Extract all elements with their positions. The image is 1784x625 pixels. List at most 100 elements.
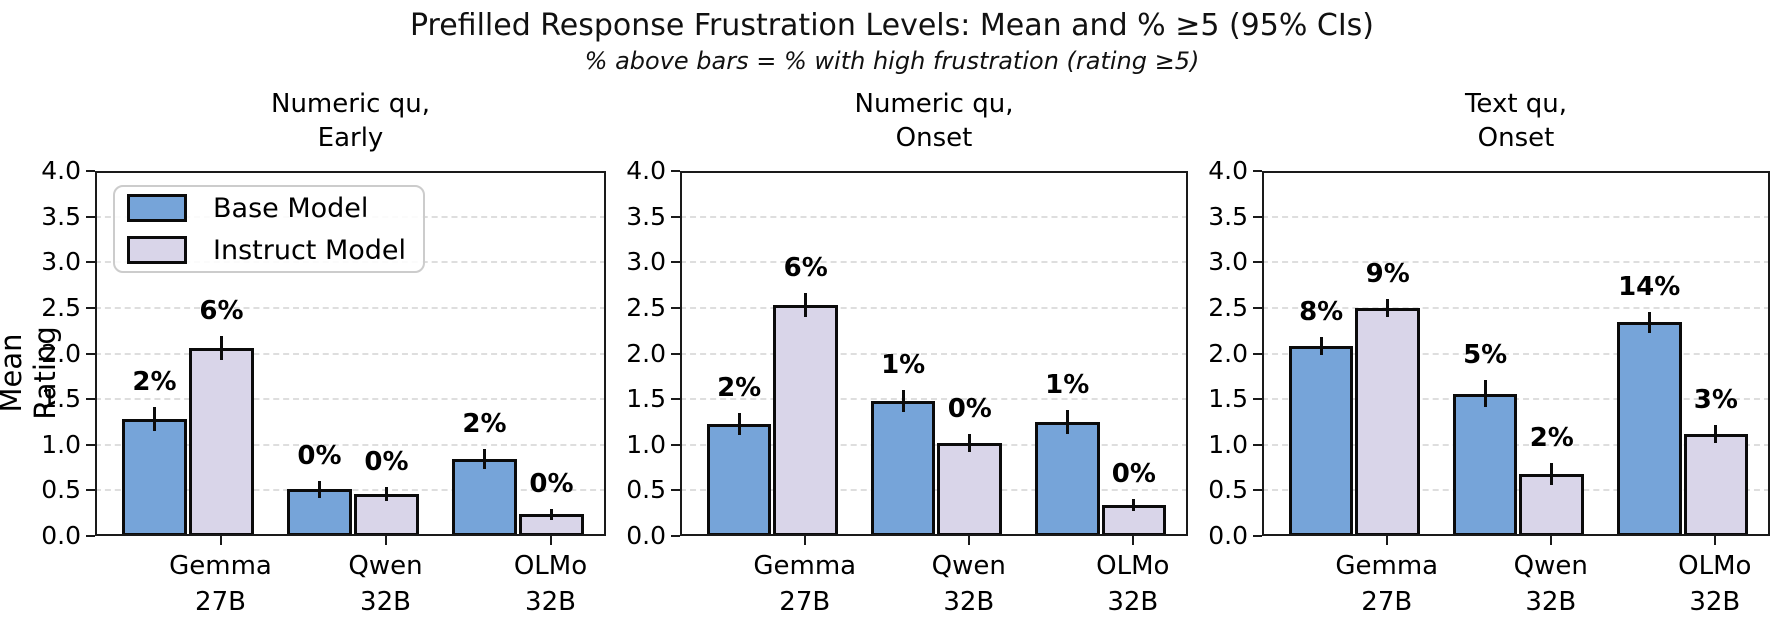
- instruct-color-swatch: [127, 236, 187, 264]
- axes-panel-3: Text qu, Onset 0.0 0.5 1.0 1.5 2.0 2.5 3.0 3.5 4.0…: [1208, 89, 1770, 617]
- y-tick-mark: [1253, 306, 1262, 309]
- y-tick-mark: [1253, 489, 1262, 492]
- y-tick-label: 3.0: [1208, 247, 1248, 277]
- x-tick-label: OLMo 32B: [1615, 548, 1784, 620]
- chart-subtitle: % above bars = % with high frustration (…: [584, 47, 1200, 75]
- error-bar: [1647, 311, 1651, 334]
- error-bar: [1483, 379, 1487, 408]
- x-tick-mark: [549, 536, 552, 545]
- base-bar-qwen: [1452, 393, 1518, 536]
- error-bar: [1386, 298, 1390, 317]
- gridline: [95, 398, 606, 401]
- x-tick-label-line: Qwen: [931, 551, 1006, 581]
- y-tick-label: 4.0: [41, 156, 81, 185]
- x-tick-label: Qwen 32B: [286, 548, 486, 620]
- x-tick-label: Qwen 32B: [1451, 548, 1651, 620]
- gridline: [680, 306, 1188, 309]
- y-tick-label: 2.0: [1208, 338, 1248, 368]
- x-tick-label-line: 32B: [360, 587, 411, 617]
- x-tick-mark: [384, 536, 387, 545]
- y-tick-mark: [1253, 352, 1262, 355]
- x-tick-label: OLMo 32B: [1033, 548, 1233, 620]
- pct-label: 0%: [364, 446, 409, 477]
- pct-label: 3%: [1693, 384, 1738, 415]
- base-bar-qwen: [870, 400, 936, 536]
- y-tick-label: 2.5: [1208, 292, 1248, 322]
- x-tick-label: Gemma 27B: [121, 548, 321, 620]
- panel-title-line: Numeric qu,: [271, 89, 430, 119]
- x-tick-label-line: OLMo: [1096, 551, 1170, 581]
- x-tick-label-line: OLMo: [1678, 551, 1752, 581]
- base-bar-olmo: [452, 459, 517, 536]
- pct-label: 2%: [717, 372, 762, 403]
- y-tick-mark: [86, 170, 95, 172]
- y-tick-label: 3.0: [626, 247, 666, 277]
- y-tick-label: 1.0: [41, 429, 81, 459]
- x-tick-mark: [967, 536, 970, 545]
- chart-title: Prefilled Response Frustration Levels: M…: [409, 8, 1374, 43]
- error-bar: [1065, 410, 1069, 434]
- y-tick-label: 1.5: [626, 384, 666, 414]
- error-bar: [550, 508, 553, 520]
- y-tick-mark: [86, 352, 95, 355]
- y-tick-label: 3.5: [41, 201, 81, 231]
- y-tick-mark: [86, 489, 95, 492]
- panel-title-line: Numeric qu,: [854, 89, 1014, 119]
- error-bar: [1319, 337, 1323, 356]
- panel-title-line: Onset: [1477, 123, 1555, 153]
- base-bar-gemma: [706, 423, 772, 536]
- panel-title: Numeric qu, Early: [95, 87, 606, 155]
- y-tick-mark: [86, 261, 95, 264]
- pct-label: 8%: [1299, 297, 1344, 328]
- y-tick-mark: [671, 261, 680, 264]
- panel-title: Text qu, Onset: [1262, 87, 1770, 155]
- pct-label: 0%: [1111, 458, 1156, 489]
- error-bar: [1132, 498, 1136, 512]
- base-color-swatch: [127, 194, 187, 222]
- error-bar: [483, 449, 486, 470]
- gridline: [95, 352, 606, 355]
- pct-label: 6%: [783, 253, 828, 284]
- y-tick-label: 1.0: [1208, 429, 1248, 459]
- y-tick-label: 3.5: [1208, 201, 1248, 231]
- base-bar-gemma: [122, 419, 187, 536]
- y-tick-mark: [671, 489, 680, 492]
- y-tick-mark: [86, 398, 95, 401]
- x-tick-label-line: 27B: [1361, 587, 1413, 617]
- pct-label: 0%: [297, 441, 342, 472]
- gridline: [1262, 215, 1770, 218]
- x-tick-label: Gemma 27B: [705, 548, 905, 620]
- x-tick-label-line: 32B: [525, 587, 576, 617]
- legend: Base Model Instruct Model: [113, 185, 425, 273]
- y-tick-label: 2.5: [626, 292, 666, 322]
- pct-label: 2%: [462, 409, 507, 440]
- pct-label: 6%: [199, 296, 244, 327]
- y-tick-label: 1.0: [626, 429, 666, 459]
- error-bar: [901, 390, 905, 412]
- x-tick-label-line: 32B: [1525, 587, 1577, 617]
- gridline: [680, 215, 1188, 218]
- legend-label: Instruct Model: [213, 234, 407, 266]
- error-bar: [968, 433, 972, 453]
- y-tick-mark: [671, 215, 680, 218]
- y-tick-mark: [1253, 170, 1262, 172]
- y-tick-label: 0.0: [626, 521, 666, 550]
- y-tick-label: 3.0: [41, 247, 81, 277]
- axes-panel-2: Numeric qu, Onset 0.0 0.5 1.0 1.5 2.0 2.5 3.0 3.5…: [626, 89, 1188, 617]
- y-tick-mark: [671, 306, 680, 309]
- y-tick-label: 0.5: [626, 475, 666, 505]
- y-tick-label: 0.0: [41, 521, 81, 550]
- error-bar: [1714, 424, 1718, 443]
- y-tick-mark: [86, 215, 95, 218]
- gridline: [1262, 352, 1770, 355]
- pct-label: 0%: [947, 393, 992, 424]
- y-tick-mark: [1253, 443, 1262, 446]
- x-tick-label: OLMo 32B: [451, 548, 651, 620]
- y-tick-label: 4.0: [626, 156, 666, 185]
- error-bar: [1550, 463, 1554, 485]
- x-tick-label-line: 32B: [1107, 587, 1159, 617]
- y-tick-label: 0.5: [41, 475, 81, 505]
- x-tick-mark: [1131, 536, 1134, 545]
- y-tick-label: 0.0: [1208, 521, 1248, 550]
